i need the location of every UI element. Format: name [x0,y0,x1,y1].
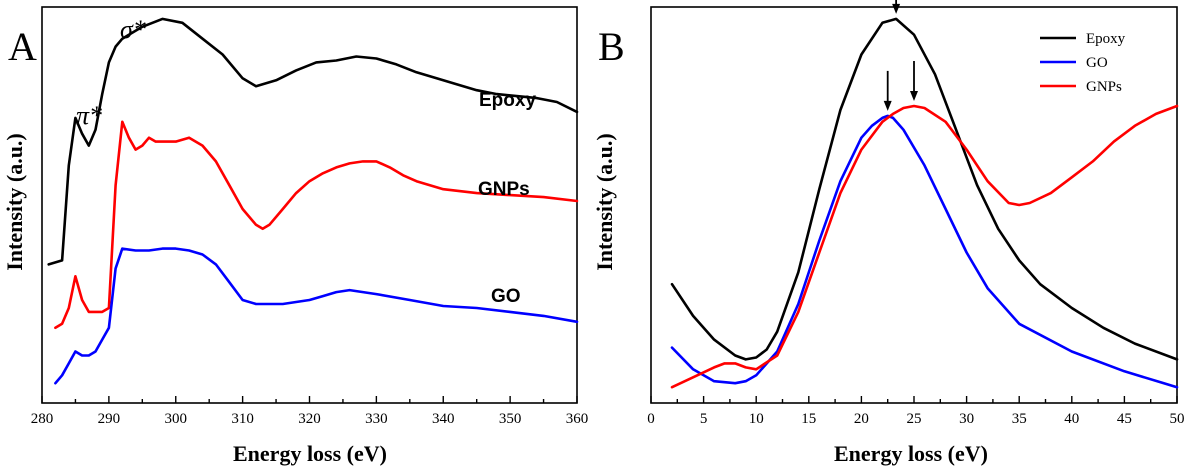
panel-b-series-line-epoxy [670,17,1179,361]
peak-arrow-head-epoxy [892,3,901,14]
panel-b-x-ticks: 0 5 10 15 20 25 30 35 40 45 50 [647,396,1185,427]
panel-b-y-axis-title: Intensity (a.u.) [592,133,617,271]
peak-arrow-head-gnps [910,91,918,101]
panel-a-x-tick-label-350: 350 [499,411,522,427]
panel-a-x-ticks: 280 290 300 310 320 330 340 350 360 [31,396,589,427]
panel-a-x-tick-label-280: 280 [31,411,54,427]
panel-a-chart: A Energy loss (eV) Intensity (a.u.) 280 2… [2,6,589,466]
panel-b-x-tick-label-0: 0 [647,411,655,427]
panel-a-series-line-epoxy [47,17,579,266]
panel-b-x-tick-label-50: 50 [1170,411,1185,427]
legend-label-epoxy: Epoxy [1086,31,1126,47]
panel-b-peak-arrows [883,0,918,111]
panel-b-x-tick-label-45: 45 [1117,411,1132,427]
panel-b-x-tick-label-30: 30 [959,411,974,427]
panel-a-label-gnps: GNPs [478,179,530,200]
panel-a-x-tick-label-330: 330 [365,411,388,427]
panel-a-x-tick-label-310: 310 [231,411,254,427]
panel-b-label: B [598,24,625,69]
panel-a-x-tick-label-320: 320 [298,411,321,427]
panel-a-label: A [8,24,37,69]
panel-b-x-tick-label-40: 40 [1064,411,1079,427]
panel-a-series-line-gnps [54,120,579,330]
panel-a-label-go: GO [491,286,521,307]
panel-b-series-line-gnps [670,104,1179,389]
panel-a-x-tick-label-360: 360 [566,411,589,427]
panel-b-x-tick-label-35: 35 [1012,411,1027,427]
pi-star-annotation: π* [76,101,102,130]
panel-b-series-line-go [670,114,1179,389]
panel-b-x-tick-label-25: 25 [907,411,922,427]
panel-a-x-axis-title: Energy loss (eV) [233,441,387,466]
panel-b-chart: B Energy loss (eV) Intensity (a.u.) 0 5 10… [592,0,1185,466]
panel-b-legend: Epoxy GO GNPs [1040,31,1126,95]
panel-a-series [47,17,579,385]
peak-arrow-head-go [883,100,892,111]
panel-b-x-axis-title: Energy loss (eV) [834,441,988,466]
panel-b-x-tick-label-5: 5 [700,411,708,427]
legend-label-gnps: GNPs [1086,79,1122,95]
panel-a-x-tick-label-290: 290 [98,411,121,427]
panel-a-label-epoxy: Epoxy [479,90,536,111]
panel-a-x-tick-label-300: 300 [165,411,188,427]
panel-a-series-line-go [54,247,579,385]
panel-b-series [670,17,1179,389]
legend-label-go: GO [1086,55,1108,71]
sigma-star-annotation: σ* [120,15,146,44]
panel-a-y-axis-title: Intensity (a.u.) [2,133,27,271]
panel-b-x-tick-label-20: 20 [854,411,869,427]
panel-a-x-tick-label-340: 340 [432,411,455,427]
panel-b-x-tick-label-10: 10 [749,411,764,427]
panel-b-x-tick-label-15: 15 [801,411,816,427]
